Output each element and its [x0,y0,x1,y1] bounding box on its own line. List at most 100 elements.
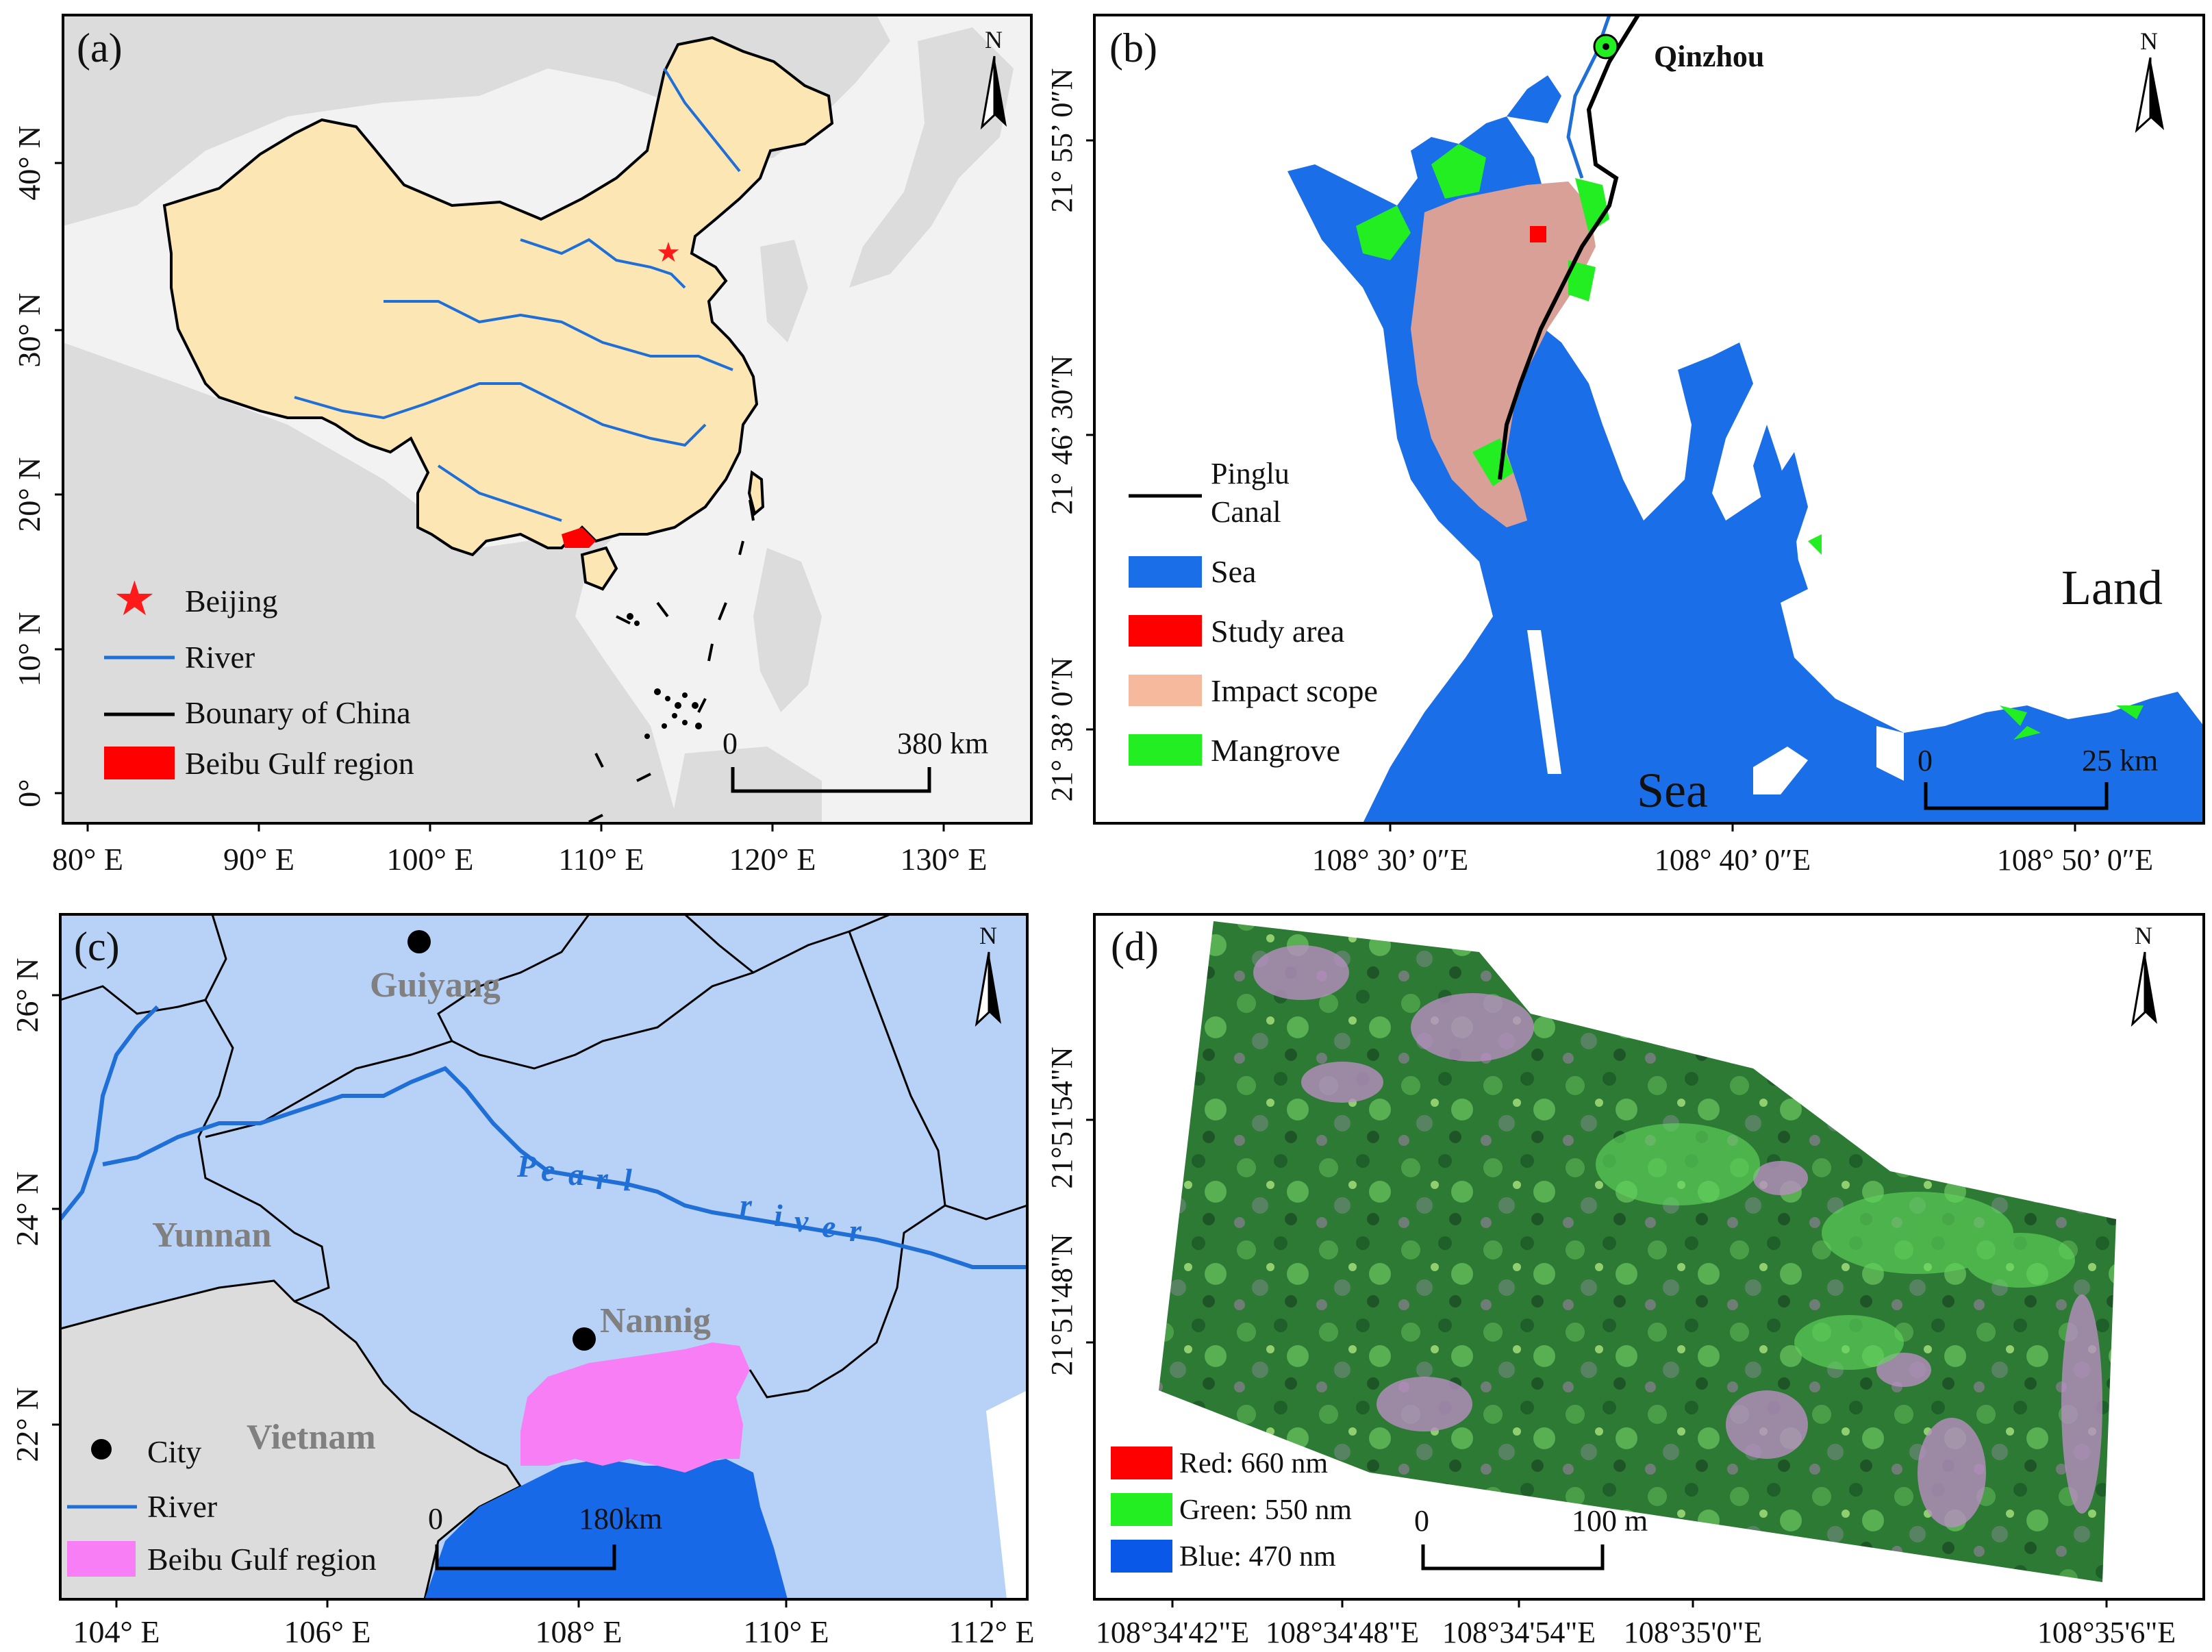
beibu-swatch [104,747,175,779]
panel-a-frame [62,14,1033,825]
svg-text:20° N: 20° N [12,457,47,531]
panel-c-guiyang: Guiyang [370,966,501,1005]
panel-b-sea-label: Sea [1637,763,1708,818]
panel-a-taiwan [747,470,765,516]
red-band-swatch [1111,1447,1172,1479]
panel-b: Qinzhou Land Sea (b) N Pinglu Canal Sea … [1045,14,2205,877]
mangrove-swatch [1129,734,1202,766]
panel-a-rivers [294,67,741,522]
city-dot-icon [91,1439,112,1460]
panel-d-scale-bar: 0 100 m [1414,1504,1648,1570]
svg-text:r: r [596,1161,609,1196]
svg-text:120° E: 120° E [729,842,816,877]
svg-text:a: a [568,1157,584,1192]
legend-canal-1: Pinglu [1211,457,1290,490]
svg-text:21° 38’ 0″N: 21° 38’ 0″N [1045,657,1079,801]
panel-a-nine-dash [588,499,755,823]
blue-band-swatch [1111,1540,1172,1573]
legend-sea: Sea [1211,554,1256,589]
panel-c-guangdong [753,1411,1027,1599]
panel-c: P e a r l r i v e r Guiyang Nannig Yunna… [10,913,1035,1649]
study-swatch [1129,615,1202,647]
legend-beibu: Beibu Gulf region [185,746,414,781]
panel-a-beibu [562,527,596,548]
panel-d-frame [1093,913,2205,1601]
panel-c-frame [59,913,1029,1601]
svg-text:25 km: 25 km [2082,744,2158,777]
panel-a-japan [849,27,1014,288]
panel-b-frame [1093,14,2205,825]
svg-text:r: r [849,1213,862,1248]
panel-c-legend: City River Beibu Gulf region [67,1434,377,1577]
svg-text:26° N: 26° N [10,958,45,1032]
panel-a-legend: ★ Beijing River Bounary of China Beibu G… [104,573,414,781]
svg-text:40° N: 40° N [12,125,47,200]
panel-b-island-3 [1876,726,1904,781]
panel-b-land-label: Land [2061,560,2163,615]
panel-a-china [162,36,834,557]
svg-text:108°34'42"E: 108°34'42"E [1096,1616,1249,1649]
panel-a-beijing-star-icon: ★ [656,237,681,268]
panel-c-label: (c) [74,924,120,969]
panel-d-x-axis: 108°34'42"E 108°34'48"E 108°34'54"E 108°… [1096,1599,2176,1649]
svg-text:0°: 0° [12,779,47,807]
green-band-swatch [1111,1493,1172,1526]
panel-c-beibu [520,1342,750,1473]
svg-text:106° E: 106° E [284,1614,371,1649]
panel-d-y-axis: 21°51'48"N 21°51'54"N [1045,1047,1094,1376]
panel-b-north-arrow-icon: N [2135,27,2164,134]
panel-c-nanning-dot-icon [573,1327,596,1351]
panel-b-island-2 [1753,747,1808,794]
svg-text:21°51'48"N: 21°51'48"N [1045,1234,1079,1375]
panel-a-scale-bar: 0 380 km [722,727,988,793]
panel-b-city-dot-icon [1603,43,1609,50]
svg-text:130° E: 130° E [901,842,988,877]
legend-river: River [185,640,255,675]
svg-text:108° 30’ 0″E: 108° 30’ 0″E [1312,843,1468,877]
panel-c-yunnan: Yunnan [152,1216,272,1255]
svg-text:80° E: 80° E [52,842,123,877]
svg-text:21°51'54"N: 21°51'54"N [1045,1047,1079,1188]
legend-green: Green: 550 nm [1179,1494,1352,1526]
svg-text:30° N: 30° N [12,292,47,367]
svg-text:100 m: 100 m [1572,1504,1648,1538]
panel-a-y-axis: 0° 10° N 20° N 30° N 40° N [12,125,63,808]
svg-text:N: N [985,26,1003,53]
panel-b-canal [1498,14,1640,480]
svg-text:90° E: 90° E [223,842,294,877]
svg-text:108° E: 108° E [536,1614,623,1649]
svg-text:l: l [623,1162,632,1197]
panel-c-boundaries [60,913,1028,1399]
panel-b-inlet-2 [1753,425,1801,603]
panel-c-scale-bar: 0 180km [428,1502,662,1570]
panel-a-islands [627,613,702,739]
panel-c-nanning: Nannig [600,1301,711,1340]
panel-a-label: (a) [77,25,123,71]
panel-a-korea [760,240,808,342]
panel-a: ★ (a) N ★ Beijing River Bounary of China… [12,14,1033,877]
svg-text:112° E: 112° E [948,1614,1034,1649]
legend-impact: Impact scope [1211,673,1378,708]
panel-c-sea [425,1459,788,1599]
svg-text:10° N: 10° N [12,612,47,686]
svg-text:110° E: 110° E [558,842,644,877]
panel-c-vietnam-label: Vietnam [247,1418,376,1457]
panel-c-y-axis: 22° N 24° N 26° N [10,958,60,1462]
impact-swatch [1129,675,1202,706]
legend-city: City [147,1434,201,1469]
panel-d-bare-patches [1253,945,2102,1527]
legend-study: Study area [1211,614,1344,649]
panel-c-north-arrow-icon: N [975,922,1001,1027]
panel-a-borneo [671,747,822,823]
svg-text:100° E: 100° E [387,842,474,877]
panel-d-label: (d) [1111,924,1159,969]
svg-text:108°35'0"E: 108°35'0"E [1624,1616,1762,1649]
svg-text:180km: 180km [579,1502,662,1536]
panel-a-x-axis: 80° E 90° E 100° E 110° E 120° E 130° E [52,823,988,877]
svg-text:r: r [740,1188,753,1223]
legend-beibu-c: Beibu Gulf region [147,1542,377,1577]
svg-text:v: v [794,1203,809,1238]
panel-c-rivers [58,1005,1027,1269]
svg-text:i: i [774,1198,783,1233]
